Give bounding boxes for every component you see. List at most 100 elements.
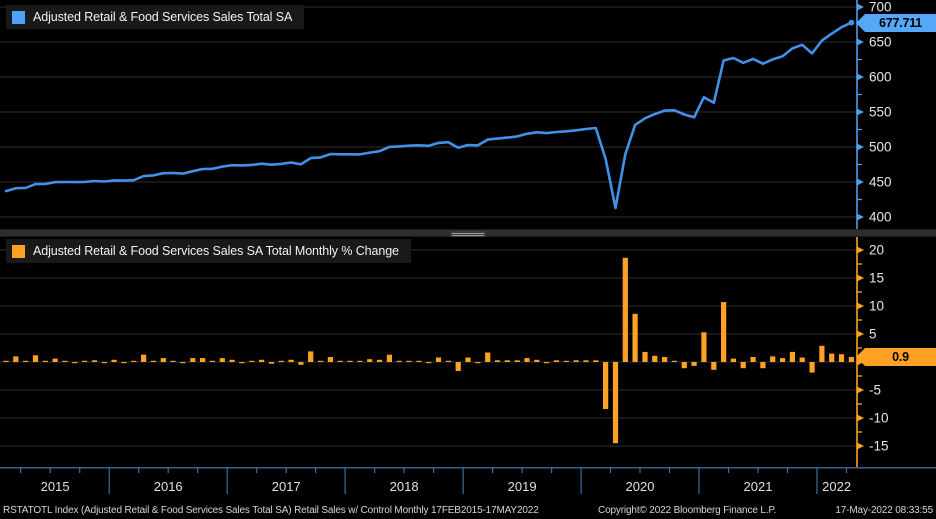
x-axis-year-label: 2015 [41, 479, 70, 494]
major-tick-arrow-icon [857, 143, 864, 151]
footer-bar: RSTATOTL Index (Adjusted Retail & Food S… [0, 502, 936, 519]
monthly-change-bar [52, 358, 58, 362]
major-tick-arrow-icon [857, 330, 864, 338]
bottom-series-legend[interactable]: Adjusted Retail & Food Services Sales SA… [6, 239, 411, 263]
monthly-change-bar [190, 358, 196, 362]
monthly-change-bar [209, 360, 215, 362]
monthly-change-bar [259, 359, 265, 362]
last-value-tag-top: 677.711 [856, 14, 936, 32]
monthly-change-bar [494, 360, 501, 362]
major-tick-arrow-icon [857, 442, 864, 450]
major-tick-arrow-icon [857, 73, 864, 81]
x-axis-year-label: 2018 [390, 479, 419, 494]
monthly-change-bar [278, 360, 284, 362]
last-value-tag-bottom: 0.9 [856, 348, 936, 366]
monthly-change-bar [642, 351, 648, 362]
monthly-change-bar [288, 359, 294, 362]
monthly-change-bar [652, 355, 658, 362]
orange-series-swatch-icon [12, 244, 25, 258]
x-axis-year-label: 2020 [626, 479, 655, 494]
monthly-change-bar [838, 354, 845, 362]
monthly-change-bar [691, 362, 697, 366]
copyright-text: Copyright© 2022 Bloomberg Finance L.P. [598, 505, 777, 516]
monthly-change-bar [730, 358, 736, 362]
monthly-change-bar [622, 257, 628, 362]
monthly-change-bar [396, 360, 402, 362]
x-axis-year-label: 2021 [744, 479, 773, 494]
monthly-change-bar [563, 360, 569, 362]
monthly-change-bar [42, 360, 48, 362]
top-series-legend-label: Adjusted Retail & Food Services Sales To… [33, 10, 293, 24]
monthly-change-bar [780, 358, 786, 362]
monthly-change-bar [416, 360, 422, 362]
major-tick-arrow-icon [857, 274, 864, 282]
monthly-change-bar [367, 359, 373, 362]
monthly-change-bar [239, 362, 245, 364]
y-axis-tick-label: 5 [869, 327, 877, 342]
percent-change-bar-chart-canvas[interactable]: 20 15 10 5 -5 -10 -15 [0, 237, 936, 467]
monthly-change-bar [141, 354, 147, 362]
monthly-change-bar [180, 362, 186, 364]
monthly-change-bar [583, 360, 589, 362]
monthly-change-bar [318, 360, 324, 362]
y-axis-tick-label: -5 [869, 383, 881, 398]
monthly-change-bar [347, 360, 353, 362]
last-value-top: 677.711 [878, 16, 923, 30]
major-tick-arrow-icon [857, 386, 864, 394]
monthly-change-bar [3, 360, 9, 362]
monthly-change-bar [170, 360, 176, 362]
major-tick-arrow-icon [857, 213, 864, 221]
monthly-change-bar [573, 360, 579, 362]
monthly-change-bar [376, 359, 383, 362]
monthly-change-bar [524, 358, 530, 362]
major-tick-arrow-icon [857, 38, 864, 46]
monthly-change-bar [200, 358, 206, 362]
y-axis-tick-label: 650 [869, 35, 892, 50]
monthly-change-bar [249, 360, 255, 362]
major-tick-arrow-icon [857, 3, 864, 11]
monthly-change-bar [455, 362, 461, 371]
monthly-change-bar [445, 360, 451, 362]
monthly-change-bar [150, 360, 156, 362]
monthly-change-bar [485, 352, 491, 362]
monthly-change-bar [13, 356, 19, 362]
major-tick-arrow-icon [857, 302, 864, 310]
monthly-change-bar [426, 362, 432, 364]
monthly-change-bar [82, 360, 88, 362]
y-axis-tick-label: 450 [869, 175, 892, 190]
monthly-change-bar [809, 362, 815, 373]
monthly-change-bar [160, 358, 166, 362]
y-axis-tick-label: 500 [869, 140, 892, 155]
y-axis-tick-label: -15 [869, 439, 889, 454]
top-series-legend[interactable]: Adjusted Retail & Food Services Sales To… [6, 5, 305, 29]
monthly-change-bar [721, 302, 727, 362]
monthly-change-bar [799, 357, 805, 362]
x-axis-year-label: 2016 [154, 479, 183, 494]
x-axis-year-label: 2019 [508, 479, 537, 494]
y-axis-tick-label: 15 [869, 271, 884, 286]
y-axis-tick-label: 700 [869, 0, 892, 15]
monthly-change-bar [386, 354, 392, 362]
monthly-change-bar [544, 362, 550, 364]
monthly-change-bar [23, 360, 29, 362]
monthly-change-bar [829, 353, 835, 362]
monthly-change-bar [131, 360, 137, 362]
monthly-change-bar [91, 360, 98, 362]
price-line-chart-canvas[interactable]: 700 650 600 550 500 450 400 [0, 0, 936, 229]
y-axis-tick-label: 400 [869, 210, 892, 225]
last-value-bottom: 0.9 [892, 350, 909, 364]
monthly-change-bar [553, 360, 560, 362]
panel-divider [0, 229, 936, 237]
monthly-change-bar [612, 362, 619, 444]
time-axis: 2015 2016 2017 2018 2019 2020 2021 2022 [0, 467, 936, 494]
monthly-change-bar [789, 351, 795, 362]
y-axis-tick-label: 600 [869, 70, 892, 85]
panel-resize-handle[interactable] [450, 231, 486, 237]
monthly-change-bar [111, 359, 117, 362]
major-tick-arrow-icon [857, 414, 864, 422]
monthly-change-bar [504, 360, 510, 362]
monthly-change-bar [750, 357, 756, 362]
monthly-change-bar [534, 359, 540, 362]
monthly-change-bar [219, 358, 225, 362]
x-axis-year-label: 2017 [272, 479, 301, 494]
